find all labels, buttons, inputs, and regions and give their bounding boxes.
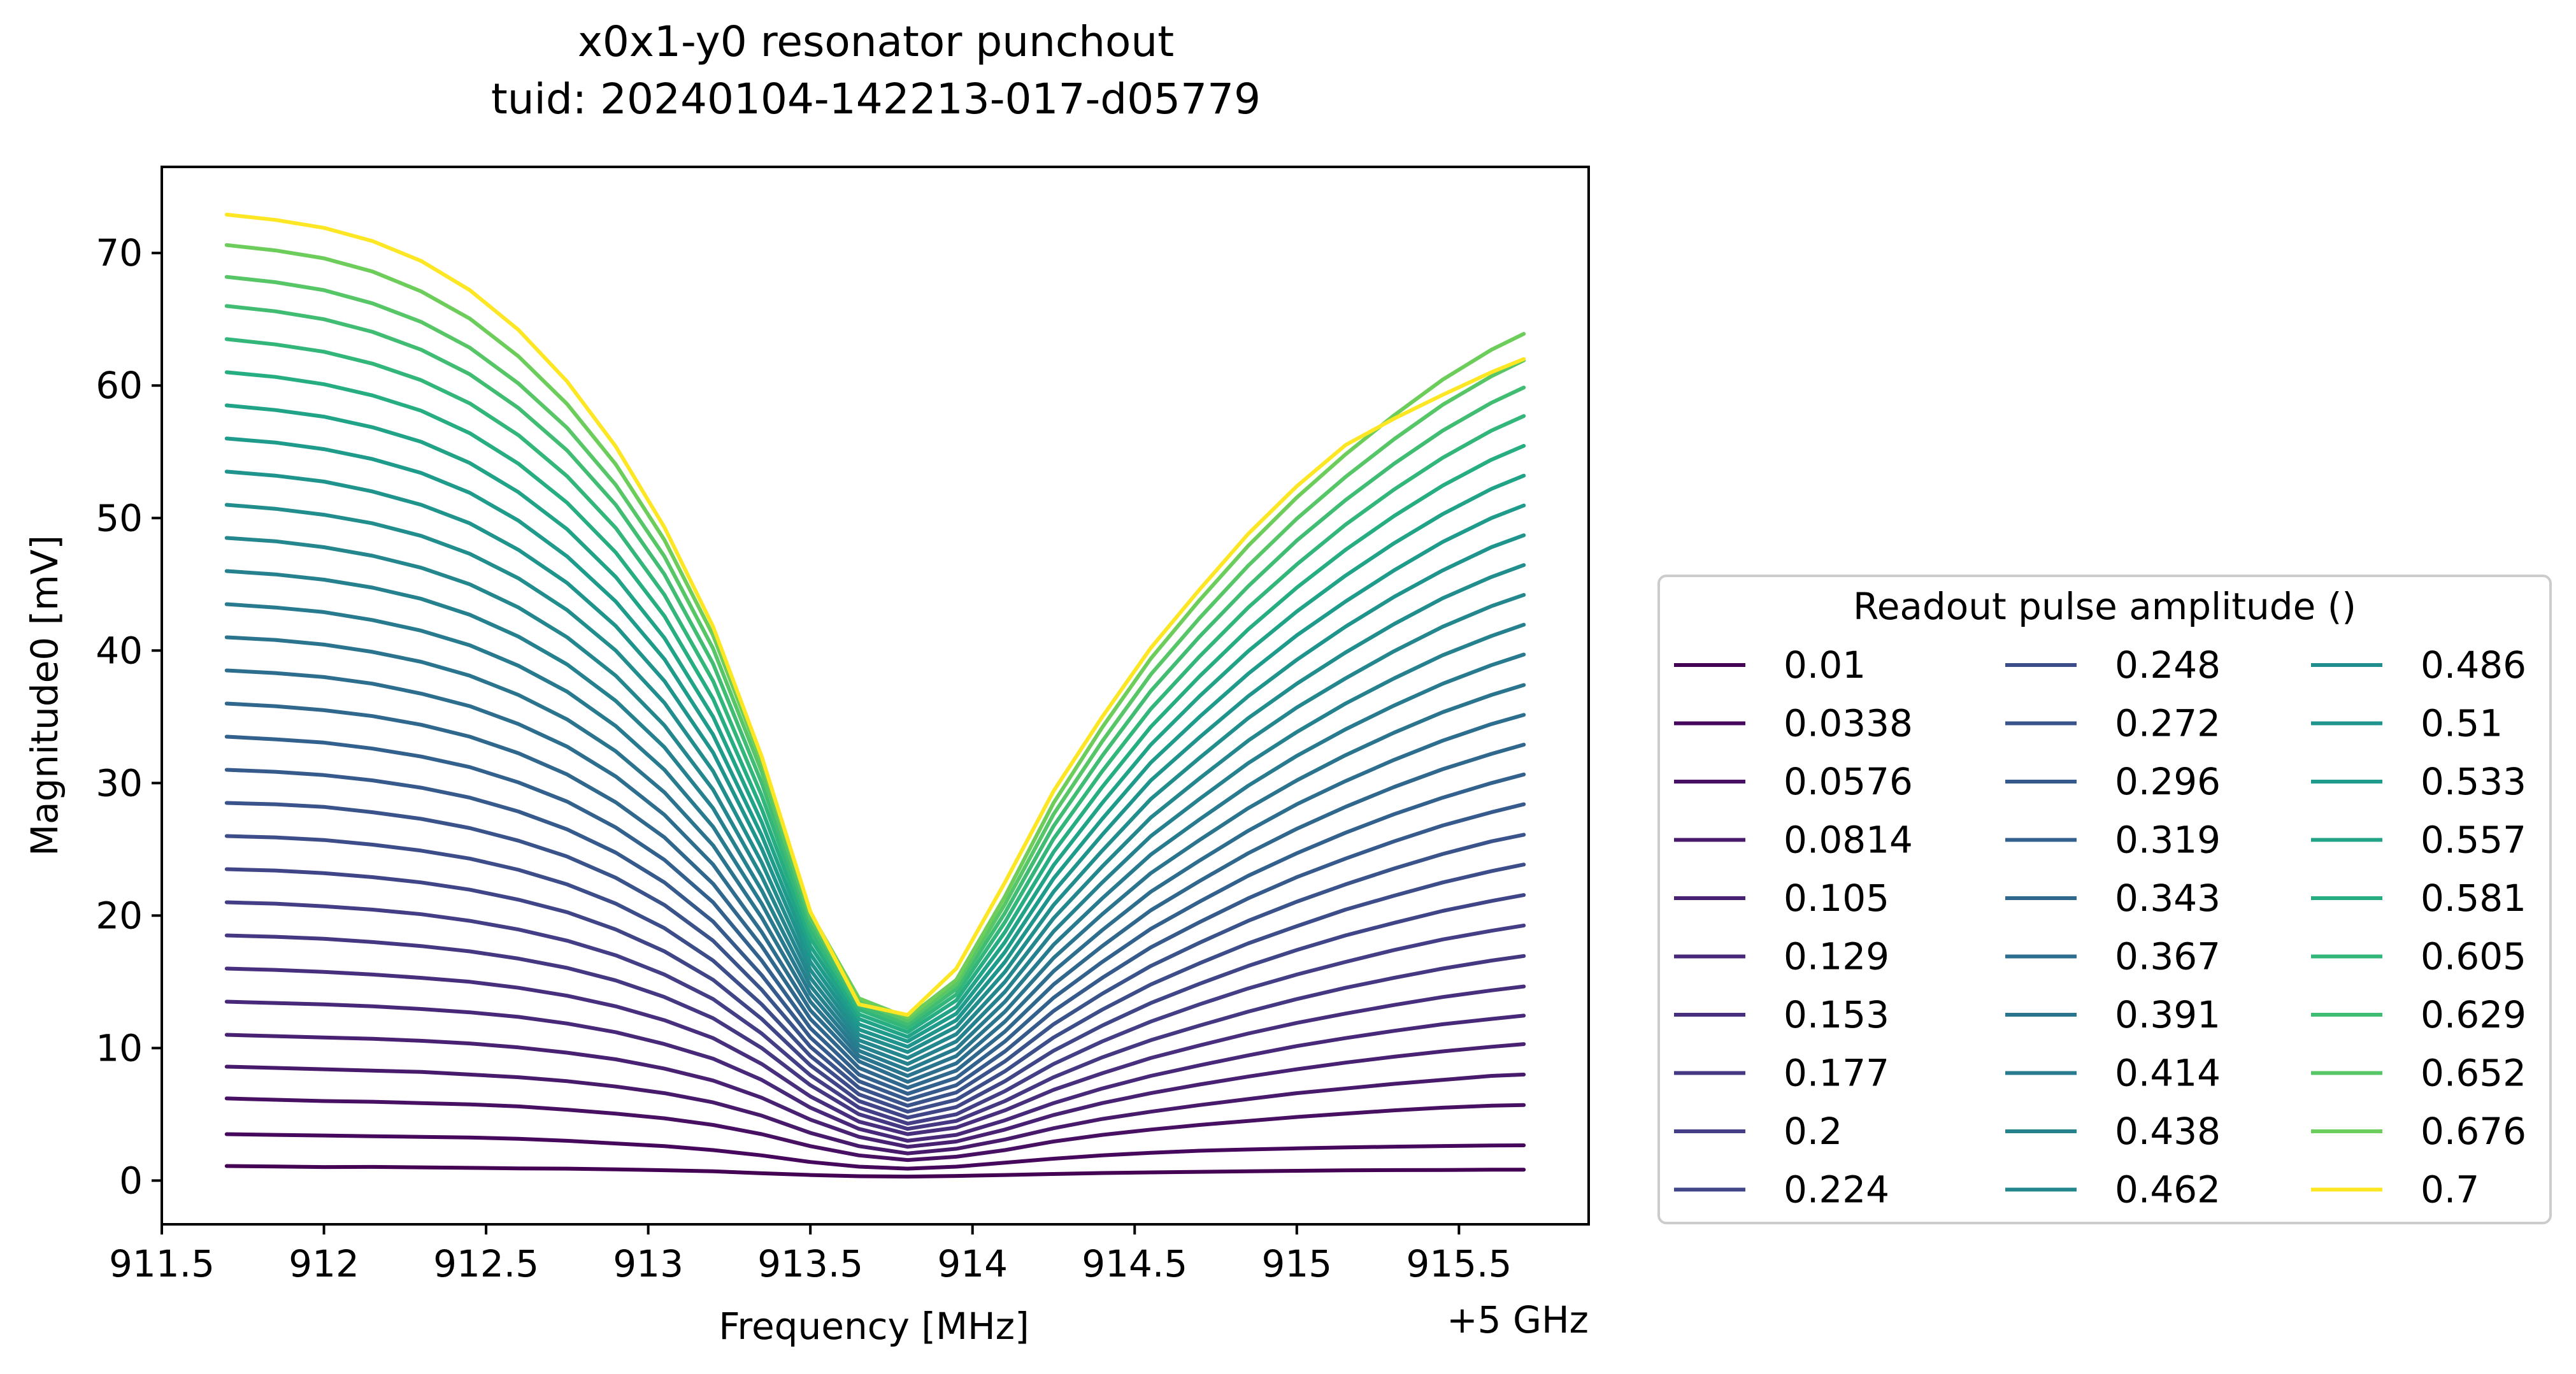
legend-label: 0.177 [1784, 1052, 1889, 1095]
series-line-5 [224, 999, 1526, 1143]
legend-label: 0.2 [1784, 1110, 1842, 1153]
series-line-10 [224, 834, 1526, 1114]
series-line-3 [224, 1064, 1526, 1156]
x-tick-label: 914 [937, 1242, 1008, 1285]
legend-label: 0.248 [2115, 643, 2221, 687]
series-line-19 [224, 536, 1526, 1060]
legend-label: 0.557 [2421, 819, 2526, 862]
series-line-6 [224, 966, 1526, 1136]
x-tick-label: 915 [1261, 1242, 1332, 1285]
x-tick-label: 915.5 [1406, 1242, 1512, 1285]
legend-label: 0.224 [1784, 1168, 1889, 1212]
legend-label: 0.105 [1784, 877, 1889, 920]
x-tick-label: 913 [613, 1242, 683, 1285]
legend-label: 0.01 [1784, 643, 1866, 687]
x-axis-label: Frequency [MHz] [719, 1305, 1029, 1348]
legend-label: 0.272 [2115, 702, 2221, 745]
x-axis-ticks: 911.5 912 912.5 913 913.5 914 914.5 915 915.5 [109, 1224, 1512, 1285]
series-line-29 [224, 212, 1526, 1017]
legend-label: 0.0338 [1784, 702, 1913, 745]
series-line-12 [224, 768, 1526, 1102]
series-line-14 [224, 701, 1526, 1090]
legend-label: 0.0814 [1784, 819, 1913, 862]
series-line-21 [224, 469, 1526, 1049]
legend-label: 0.676 [2421, 1110, 2526, 1153]
legend-label: 0.391 [2115, 993, 2221, 1036]
y-tick-label: 30 [96, 761, 143, 805]
legend: Readout pulse amplitude () 0.010.03380.0… [1657, 575, 2552, 1224]
legend-frame [1657, 575, 2552, 1224]
legend-label: 0.533 [2421, 760, 2526, 803]
legend-label: 0.7 [2421, 1168, 2479, 1212]
series-line-9 [224, 867, 1526, 1120]
x-tick-label: 914.5 [1082, 1242, 1187, 1285]
series-line-1 [224, 1132, 1526, 1171]
series-line-2 [224, 1096, 1526, 1163]
legend-label: 0.629 [2421, 993, 2526, 1036]
legend-label: 0.367 [2115, 935, 2221, 978]
series-line-0 [224, 1164, 1526, 1179]
series-line-18 [224, 569, 1526, 1066]
y-axis-ticks: 0 10 20 30 40 50 60 70 [96, 231, 162, 1202]
series-line-26 [224, 304, 1526, 1026]
y-axis-label: Magnitude0 [mV] [23, 535, 66, 856]
legend-label: 0.652 [2421, 1052, 2526, 1095]
plot-frame [161, 166, 1590, 1226]
y-tick-label: 70 [96, 231, 143, 275]
chart-title: x0x1-y0 resonator punchout [578, 17, 1174, 66]
legend-label: 0.486 [2421, 643, 2526, 687]
series-line-17 [224, 602, 1526, 1072]
legend-label: 0.0576 [1784, 760, 1913, 803]
legend-label: 0.581 [2421, 877, 2526, 920]
series-line-16 [224, 635, 1526, 1078]
series-line-24 [224, 370, 1526, 1034]
y-tick-label: 60 [96, 364, 143, 407]
y-tick-label: 10 [96, 1026, 143, 1070]
y-tick-label: 40 [96, 629, 143, 672]
x-tick-label: 911.5 [109, 1242, 215, 1285]
series-line-4 [224, 1033, 1526, 1149]
series-line-23 [224, 403, 1526, 1039]
chart-subtitle: tuid: 20240104-142213-017-d05779 [491, 75, 1261, 124]
x-axis-offset-label: +5 GHz [1447, 1298, 1589, 1342]
legend-label: 0.296 [2115, 760, 2221, 803]
plot-lines [224, 212, 1526, 1179]
y-tick-label: 0 [119, 1159, 143, 1202]
legend-label: 0.605 [2421, 935, 2526, 978]
x-tick-label: 912 [289, 1242, 359, 1285]
legend-items: 0.01 0.0338 0.0576 0.0814 0.105 0.129 0.153 0.1… [1674, 643, 2526, 1212]
legend-label: 0.51 [2421, 702, 2503, 745]
legend-label: 0.462 [2115, 1168, 2221, 1212]
series-line-7 [224, 933, 1526, 1131]
y-tick-label: 20 [96, 894, 143, 937]
legend-label: 0.343 [2115, 877, 2221, 920]
series-line-20 [224, 503, 1526, 1054]
y-tick-label: 50 [96, 496, 143, 540]
legend-label: 0.129 [1784, 935, 1889, 978]
series-line-22 [224, 436, 1526, 1043]
x-tick-label: 912.5 [433, 1242, 539, 1285]
series-line-13 [224, 734, 1526, 1096]
series-line-25 [224, 337, 1526, 1031]
x-tick-label: 913.5 [757, 1242, 863, 1285]
legend-title: Readout pulse amplitude () [1853, 585, 2356, 628]
legend-label: 0.153 [1784, 993, 1889, 1036]
series-line-8 [224, 900, 1526, 1126]
series-line-27 [224, 275, 1526, 1023]
legend-label: 0.414 [2115, 1052, 2221, 1095]
legend-label: 0.438 [2115, 1110, 2221, 1153]
series-line-15 [224, 668, 1526, 1084]
series-line-11 [224, 801, 1526, 1108]
legend-label: 0.319 [2115, 819, 2221, 862]
